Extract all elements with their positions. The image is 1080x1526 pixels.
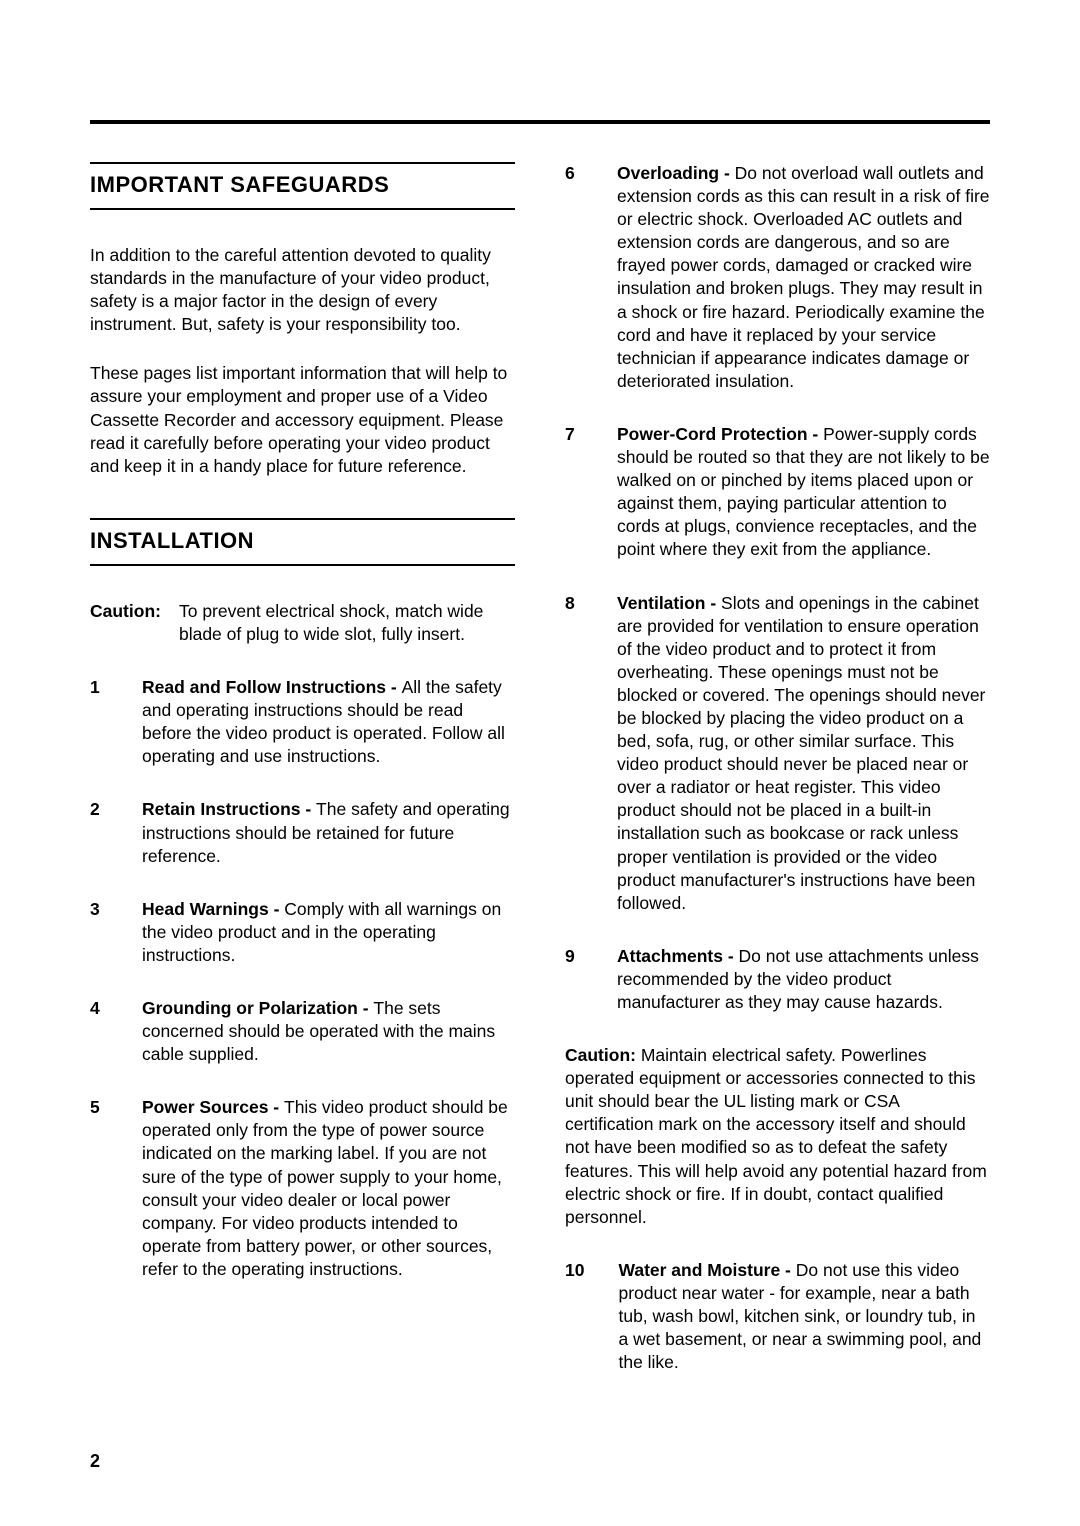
item-lead: Power Sources - — [142, 1097, 284, 1117]
item-lead: Overloading - — [617, 163, 735, 183]
right-caution-para: Caution: Maintain electrical safety. Pow… — [565, 1044, 990, 1229]
item-lead: Head Warnings - — [142, 899, 284, 919]
caution-label: Caution: — [90, 600, 161, 646]
installation-caution: Caution: To prevent electrical shock, ma… — [90, 600, 515, 646]
list-item: 5 Power Sources - This video product sho… — [90, 1096, 515, 1281]
item-body: Ventilation - Slots and openings in the … — [617, 592, 990, 915]
item-number: 7 — [565, 423, 583, 562]
item-text: Power-supply cords should be routed so t… — [617, 424, 990, 559]
item-body: Power Sources - This video product shoul… — [142, 1096, 515, 1281]
item-lead: Read and Follow Instructions - — [142, 677, 402, 697]
item-number: 5 — [90, 1096, 108, 1281]
list-item: 4 Grounding or Polarization - The sets c… — [90, 997, 515, 1066]
page-number: 2 — [90, 1451, 100, 1472]
item-body: Power-Cord Protection - Power-supply cor… — [617, 423, 990, 562]
item-body: Retain Instructions - The safety and ope… — [142, 798, 515, 867]
item-text: Slots and openings in the cabinet are pr… — [617, 593, 985, 913]
item-lead: Ventilation - — [617, 593, 721, 613]
item-body: Attachments - Do not use attachments unl… — [617, 945, 990, 1014]
list-item: 8 Ventilation - Slots and openings in th… — [565, 592, 990, 915]
caution-text: To prevent electrical shock, match wide … — [179, 600, 515, 646]
item-body: Head Warnings - Comply with all warnings… — [142, 898, 515, 967]
top-rule — [90, 120, 990, 124]
item-body: Read and Follow Instructions - All the s… — [142, 676, 515, 768]
item-lead: Attachments - — [617, 946, 739, 966]
caution-body: Maintain electrical safety. Powerlines o… — [565, 1045, 987, 1227]
item-lead: Water and Moisture - — [618, 1260, 795, 1280]
list-item: 10 Water and Moisture - Do not use this … — [565, 1259, 990, 1374]
item-text: This video product should be operated on… — [142, 1097, 508, 1279]
item-body: Grounding or Polarization - The sets con… — [142, 997, 515, 1066]
list-item: 7 Power-Cord Protection - Power-supply c… — [565, 423, 990, 562]
list-item: 3 Head Warnings - Comply with all warnin… — [90, 898, 515, 967]
section-heading-installation: INSTALLATION — [90, 518, 515, 566]
item-body: Water and Moisture - Do not use this vid… — [618, 1259, 990, 1374]
safeguards-para-2: These pages list important information t… — [90, 362, 515, 477]
list-item: 9 Attachments - Do not use attachments u… — [565, 945, 990, 1014]
list-item: 1 Read and Follow Instructions - All the… — [90, 676, 515, 768]
item-number: 1 — [90, 676, 108, 768]
section-heading-safeguards: IMPORTANT SAFEGUARDS — [90, 162, 515, 210]
item-number: 6 — [565, 162, 583, 393]
item-number: 8 — [565, 592, 583, 915]
item-number: 4 — [90, 997, 108, 1066]
item-body: Overloading - Do not overload wall outle… — [617, 162, 990, 393]
two-column-layout: IMPORTANT SAFEGUARDS In addition to the … — [90, 162, 990, 1404]
item-number: 10 — [565, 1259, 584, 1374]
list-item: 6 Overloading - Do not overload wall out… — [565, 162, 990, 393]
list-item: 2 Retain Instructions - The safety and o… — [90, 798, 515, 867]
heading-installation: INSTALLATION — [90, 528, 515, 554]
safeguards-para-1: In addition to the careful attention dev… — [90, 244, 515, 336]
item-number: 2 — [90, 798, 108, 867]
item-lead: Retain Instructions - — [142, 799, 316, 819]
heading-safeguards: IMPORTANT SAFEGUARDS — [90, 172, 515, 198]
document-page: IMPORTANT SAFEGUARDS In addition to the … — [0, 0, 1080, 1464]
item-number: 3 — [90, 898, 108, 967]
right-column: 6 Overloading - Do not overload wall out… — [565, 162, 990, 1404]
item-number: 9 — [565, 945, 583, 1014]
left-column: IMPORTANT SAFEGUARDS In addition to the … — [90, 162, 515, 1404]
item-text: Do not overload wall outlets and extensi… — [617, 163, 990, 391]
item-lead: Grounding or Polarization - — [142, 998, 373, 1018]
caution-lead: Caution: — [565, 1045, 641, 1065]
item-lead: Power-Cord Protection - — [617, 424, 823, 444]
